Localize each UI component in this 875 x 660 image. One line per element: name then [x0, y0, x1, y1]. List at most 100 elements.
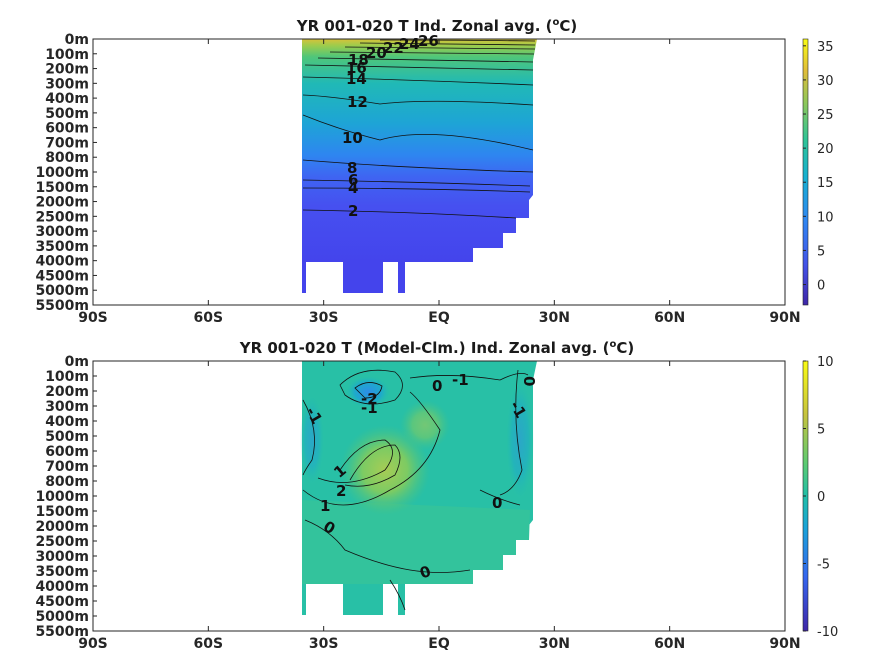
x-tick-label: 30S: [309, 310, 339, 326]
y-tick-label: 200m: [45, 62, 89, 78]
y-tick-label: 1000m: [35, 489, 89, 505]
colorbar-tick-label: 15: [817, 176, 834, 191]
x-tick-label: 90N: [769, 636, 800, 652]
y-tick-label: 400m: [45, 414, 89, 430]
bias-field: [302, 500, 530, 584]
contour-label: 16: [346, 59, 367, 77]
colorbar-ticks: 10 5 0 -5 -10: [803, 355, 838, 640]
warm-anomaly: [400, 400, 450, 450]
contour-lines: [302, 369, 529, 611]
y-tick-label: 600m: [45, 121, 89, 137]
x-tick-label: 60S: [194, 310, 224, 326]
y-tick-label: 300m: [45, 399, 89, 415]
x-tick-label: 90S: [78, 310, 108, 326]
bias-patch: [398, 584, 405, 615]
contour-label: 0: [432, 377, 442, 395]
y-tick-label: 3000m: [35, 224, 89, 240]
y-tick-label: 2000m: [35, 519, 89, 535]
x-tick-label: 30N: [539, 636, 570, 652]
y-tick-label: 800m: [45, 150, 89, 166]
y-tick-label: 300m: [45, 76, 89, 92]
colorbar-tick-label: -10: [817, 625, 838, 640]
y-tick-label: 0m: [65, 32, 89, 48]
contour-label: -1: [506, 398, 530, 421]
x-tick-label: 30S: [309, 636, 339, 652]
y-tick-label: 5000m: [35, 283, 89, 299]
y-tick-label: 1500m: [35, 180, 89, 196]
temperature-field: [302, 39, 537, 262]
cold-anomaly: [346, 376, 390, 408]
contour-label: 6: [348, 171, 358, 189]
deep-patch: [398, 262, 405, 293]
y-tick-label: 700m: [45, 459, 89, 475]
colorbar-tick-label: 20: [817, 142, 834, 157]
panel-bias: YR 001-020 T (Model-Clm.) Ind. Zonal avg…: [35, 339, 838, 652]
contour-label: 8: [347, 159, 357, 177]
contour-label: 20: [366, 44, 387, 62]
deep-patch: [343, 262, 383, 293]
bias-patch: [343, 584, 383, 615]
y-tick-label: 3500m: [35, 564, 89, 580]
y-tick-label: 700m: [45, 135, 89, 151]
contour-labels: 26 24 22 20 18 16 14 12 10 8 6 4 2: [342, 32, 439, 220]
contour-label: 14: [346, 70, 367, 88]
x-tick-label: 30N: [539, 310, 570, 326]
colorbar-ticks: 35 30 25 20 15 10 5 0: [803, 40, 834, 294]
colorbar-tick-label: 25: [817, 108, 834, 123]
x-tick-label: 60S: [194, 636, 224, 652]
y-tick-label: 500m: [45, 429, 89, 445]
contour-label: 0: [492, 494, 502, 512]
contour-label: 12: [347, 93, 368, 111]
x-tick-label: 60N: [654, 636, 685, 652]
y-tick-label: 4500m: [35, 594, 89, 610]
y-tick-label: 5500m: [35, 624, 89, 640]
y-tick-label: 800m: [45, 474, 89, 490]
y-tick-label: 4000m: [35, 254, 89, 270]
colorbar-tick-label: 10: [817, 355, 834, 370]
y-axis-ticks: 0m100m200m300m400m500m600m700m800m1000m1…: [35, 32, 97, 314]
colorbar-1: [802, 38, 809, 306]
y-tick-label: 100m: [45, 47, 89, 63]
contour-label: 26: [418, 32, 439, 50]
y-tick-label: 4500m: [35, 268, 89, 284]
contour-labels: -2 -1 0 -1 0 -1 -1 1 2 1 0 0 0: [302, 371, 538, 583]
y-tick-label: 600m: [45, 444, 89, 460]
y-tick-label: 400m: [45, 91, 89, 107]
colorbar-tick-label: 0: [817, 279, 825, 294]
contour-label: 10: [342, 129, 363, 147]
y-tick-label: 100m: [45, 369, 89, 385]
cold-anomaly: [506, 380, 534, 500]
contour-label: 1: [320, 497, 330, 515]
colorbar-tick-label: 5: [817, 244, 825, 259]
colorbar-tick-label: 5: [817, 423, 825, 438]
contour-label: 22: [383, 39, 404, 57]
cold-anomaly: [300, 395, 324, 485]
y-tick-label: 2500m: [35, 209, 89, 225]
colorbar-tick-label: 0: [817, 490, 825, 505]
y-tick-label: 2000m: [35, 195, 89, 211]
contour-label: -2: [361, 390, 378, 408]
y-axis-ticks: 0m100m200m300m400m500m600m700m800m1000m1…: [35, 354, 97, 640]
contour-lines: [302, 39, 536, 219]
y-tick-label: 4000m: [35, 579, 89, 595]
y-tick-label: 0m: [65, 354, 89, 370]
panel-temperature: YR 001-020 T Ind. Zonal avg. (oC): [35, 17, 833, 326]
colorbar-tick-label: 35: [817, 40, 834, 55]
contour-label: -1: [302, 404, 326, 427]
x-axis-ticks: 90S 60S 30S EQ 30N 60N 90N: [78, 39, 801, 326]
contour-label: 2: [348, 202, 358, 220]
deep-patch: [302, 262, 306, 293]
contour-label: 0: [520, 376, 538, 386]
y-tick-label: 200m: [45, 384, 89, 400]
colorbar-tick-label: -5: [817, 558, 830, 573]
contour-label: -1: [361, 399, 378, 417]
y-tick-label: 1500m: [35, 504, 89, 520]
x-tick-label: 60N: [654, 310, 685, 326]
y-tick-label: 500m: [45, 106, 89, 122]
contour-label: 2: [336, 482, 346, 500]
panel2-title: YR 001-020 T (Model-Clm.) Ind. Zonal avg…: [239, 339, 635, 357]
contour-label: 4: [348, 179, 358, 197]
contour-label: 24: [399, 35, 420, 53]
y-tick-label: 2500m: [35, 534, 89, 550]
